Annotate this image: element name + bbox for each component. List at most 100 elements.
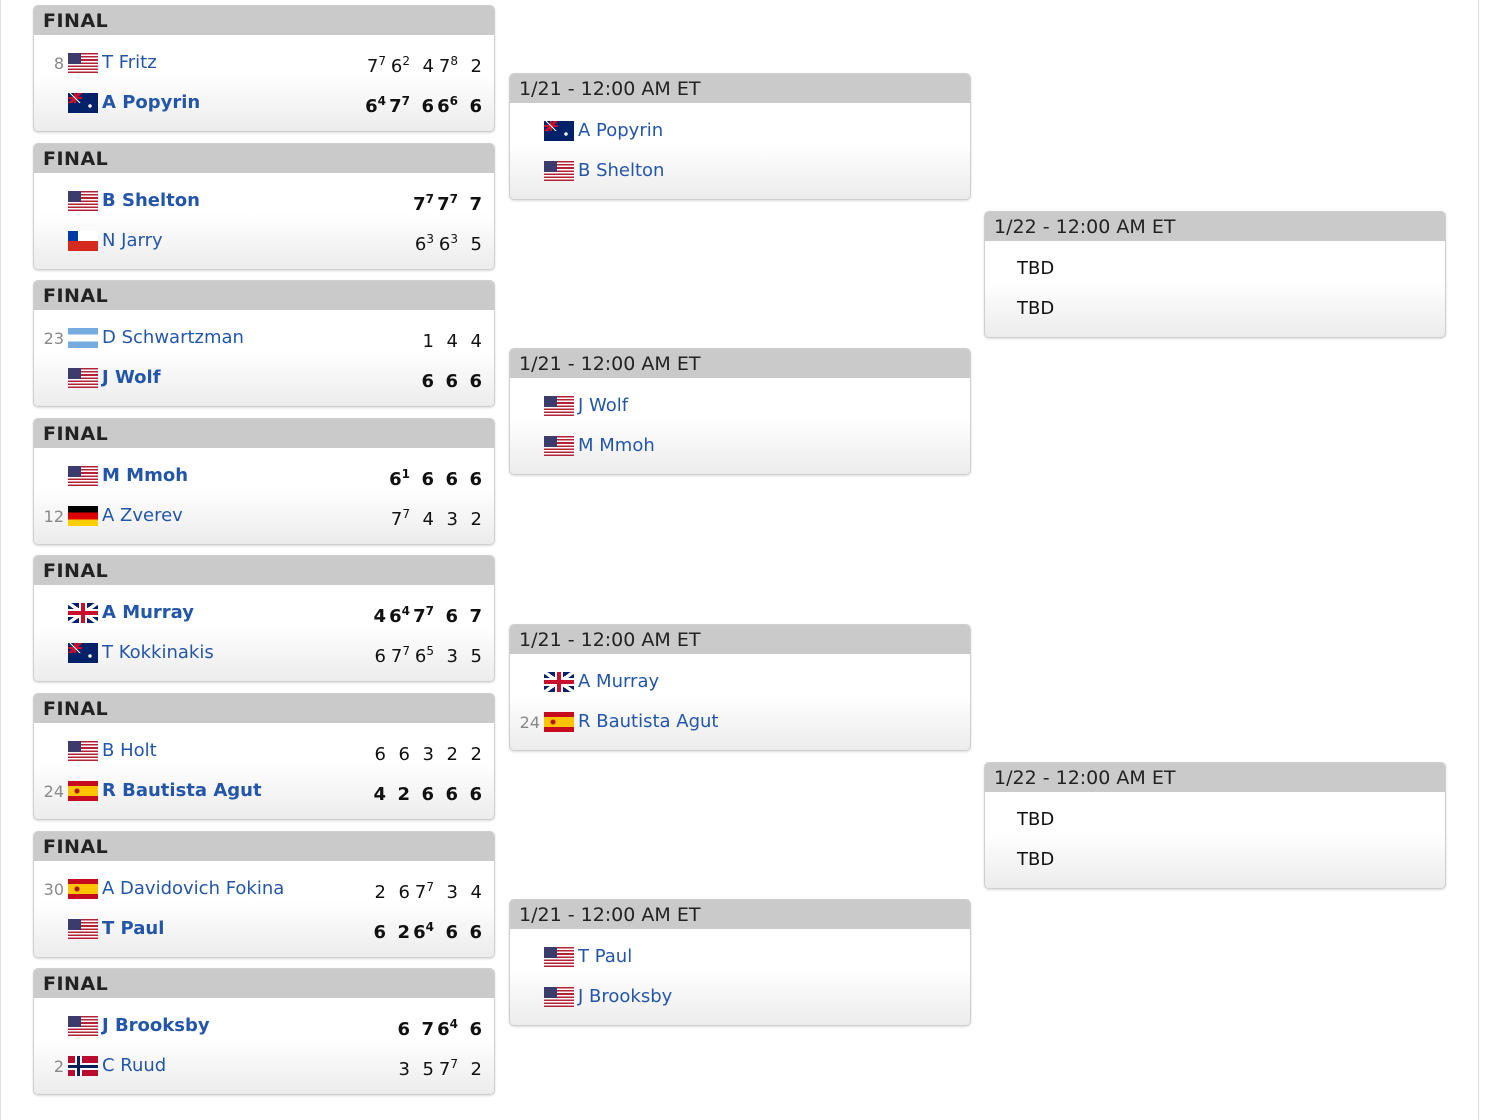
- tiebreak: 4: [377, 94, 386, 108]
- match-card[interactable]: FINAL 23 D Schwartzman 1 4 4 J Wolf 6 6 6: [33, 280, 495, 408]
- player-row[interactable]: 2 C Ruud 3 5 77 2: [34, 1053, 494, 1083]
- flag-us-icon: [68, 465, 98, 486]
- match-card[interactable]: FINAL 8 T Fritz 77 62 4 78 2 A Popyrin 64 77 6 66 6: [33, 5, 495, 132]
- player-row[interactable]: B Shelton 77 77 7: [34, 188, 494, 218]
- player-name[interactable]: A Murray: [102, 602, 195, 624]
- set-score: 5: [410, 1059, 434, 1080]
- set-score: 4: [458, 882, 482, 903]
- match-card[interactable]: FINAL J Brooksby 6 7 64 6 2 C Ruud 3 5 77 2: [33, 968, 495, 1096]
- set-score: 6: [434, 469, 458, 490]
- set-score: 6: [362, 744, 386, 765]
- player-row[interactable]: J Brooksby 6 7 64 6: [34, 1013, 494, 1043]
- player-row[interactable]: A Murray 4 64 77 6 7: [34, 600, 494, 630]
- set-score: 78: [434, 54, 458, 77]
- player-name[interactable]: T Paul: [102, 917, 165, 939]
- player-row[interactable]: J Wolf 6 6 6: [34, 365, 494, 395]
- player-name[interactable]: A Zverev: [102, 504, 183, 526]
- player-row[interactable]: B Holt 6 6 3 2 2: [34, 738, 494, 768]
- player-name[interactable]: J Brooksby: [102, 1015, 210, 1037]
- games: 6: [438, 233, 451, 255]
- player-name[interactable]: D Schwartzman: [102, 327, 244, 349]
- player-row[interactable]: A Murray: [510, 669, 970, 699]
- set-score: 7: [458, 194, 482, 215]
- set-score: 77: [386, 95, 410, 117]
- page-edge: [1478, 0, 1479, 1120]
- match-status: 1/21 - 12:00 AM ET: [510, 349, 970, 379]
- player-name[interactable]: J Brooksby: [578, 985, 673, 1007]
- games: 7: [437, 193, 450, 215]
- player-name[interactable]: C Ruud: [102, 1055, 167, 1077]
- match-card[interactable]: FINAL 30 A Davidovich Fokina 2 6 77 3 4 T Paul 6 2…: [33, 830, 495, 958]
- set-score: 7: [410, 1019, 434, 1040]
- tiebreak: 4: [449, 1017, 458, 1032]
- match-card[interactable]: FINAL M Mmoh 61 6 6 6 12 A Zverev 77 4 3 2: [33, 417, 495, 545]
- games: 7: [469, 606, 482, 628]
- player-name[interactable]: A Popyrin: [578, 120, 664, 141]
- player-name[interactable]: A Davidovich Fokina: [102, 877, 285, 899]
- player-row[interactable]: 23 D Schwartzman 1 4 4: [34, 325, 494, 355]
- player-row[interactable]: A Popyrin: [510, 118, 970, 148]
- player-row[interactable]: 24 R Bautista Agut: [510, 709, 970, 739]
- match-card[interactable]: 1/22 - 12:00 AM ET TBD TBD: [984, 211, 1446, 338]
- games: 6: [413, 921, 426, 943]
- player-seed: 2: [53, 1057, 64, 1077]
- player-name[interactable]: R Bautista Agut: [102, 780, 262, 801]
- player-row[interactable]: M Mmoh 61 6 6 6: [34, 463, 494, 493]
- match-card[interactable]: FINAL B Shelton 77 77 7 N Jarry 63 63 5: [33, 142, 495, 270]
- player-name[interactable]: A Popyrin: [102, 92, 201, 113]
- set-score: 6: [386, 1019, 410, 1040]
- games: 6: [469, 784, 482, 805]
- games: 2: [446, 744, 458, 765]
- player-name[interactable]: T Paul: [578, 945, 633, 967]
- player-name[interactable]: T Fritz: [102, 52, 157, 73]
- player-seed: 12: [43, 506, 64, 526]
- match-card[interactable]: 1/21 - 12:00 AM ET A Murray 24 R Bautista A…: [509, 623, 971, 751]
- match-card[interactable]: FINAL B Holt 6 6 3 2 2 24 R Bautista Agut 4 2 6 6 6: [33, 693, 495, 820]
- set-score: 3: [434, 646, 458, 667]
- set-score: 6: [410, 96, 434, 117]
- tiebreak: 8: [450, 54, 458, 68]
- player-name[interactable]: J Wolf: [578, 395, 629, 417]
- player-row[interactable]: 30 A Davidovich Fokina 2 6 77 3 4: [34, 876, 494, 906]
- player-name[interactable]: B Shelton: [102, 189, 200, 211]
- player-row[interactable]: T Paul 6 2 64 6 6: [34, 916, 494, 946]
- player-row[interactable]: N Jarry 63 63 5: [34, 228, 494, 258]
- player-name[interactable]: J Wolf: [102, 367, 161, 389]
- player-row[interactable]: M Mmoh: [510, 433, 970, 463]
- player-row[interactable]: J Brooksby: [510, 984, 970, 1014]
- set-scores: 3 5 77 2: [386, 1058, 482, 1080]
- match-card[interactable]: 1/21 - 12:00 AM ET J Wolf M Mmoh: [509, 348, 971, 476]
- player-row[interactable]: TBD: [985, 807, 1445, 837]
- games: 6: [437, 96, 450, 117]
- match-status: FINAL: [34, 831, 494, 861]
- player-row[interactable]: TBD: [985, 256, 1445, 286]
- player-name[interactable]: B Holt: [102, 740, 157, 761]
- set-score: 4: [410, 56, 434, 77]
- tiebreak: 2: [402, 54, 410, 68]
- player-name[interactable]: R Bautista Agut: [578, 710, 719, 732]
- player-row[interactable]: T Kokkinakis 6 77 65 3 5: [34, 640, 494, 670]
- player-row[interactable]: 24 R Bautista Agut 4 2 6 6 6: [34, 778, 494, 808]
- player-name[interactable]: A Murray: [578, 670, 660, 692]
- player-row[interactable]: J Wolf: [510, 393, 970, 423]
- set-score: 4: [434, 331, 458, 352]
- match-card[interactable]: 1/22 - 12:00 AM ET TBD TBD: [984, 761, 1446, 889]
- player-name[interactable]: B Shelton: [578, 160, 665, 181]
- player-name[interactable]: M Mmoh: [102, 464, 189, 486]
- player-row[interactable]: TBD: [985, 296, 1445, 326]
- player-row[interactable]: TBD: [985, 847, 1445, 877]
- player-row[interactable]: A Popyrin 64 77 6 66 6: [34, 90, 494, 120]
- player-row[interactable]: T Paul: [510, 944, 970, 974]
- games: 3: [446, 881, 458, 903]
- player-name[interactable]: N Jarry: [102, 229, 163, 251]
- set-score: 3: [434, 882, 458, 903]
- match-card[interactable]: 1/21 - 12:00 AM ET T Paul J Brooksby: [509, 898, 971, 1026]
- set-scores: 64 77 6 66 6: [362, 94, 482, 117]
- match-card[interactable]: 1/21 - 12:00 AM ET A Popyrin B Shelton: [509, 73, 971, 200]
- player-row[interactable]: B Shelton: [510, 158, 970, 188]
- player-name[interactable]: M Mmoh: [578, 435, 655, 457]
- player-name[interactable]: T Kokkinakis: [102, 642, 214, 664]
- player-row[interactable]: 12 A Zverev 77 4 3 2: [34, 503, 494, 533]
- match-card[interactable]: FINAL A Murray 4 64 77 6 7 T Kokkinakis 6 77 65 3 5: [33, 555, 495, 683]
